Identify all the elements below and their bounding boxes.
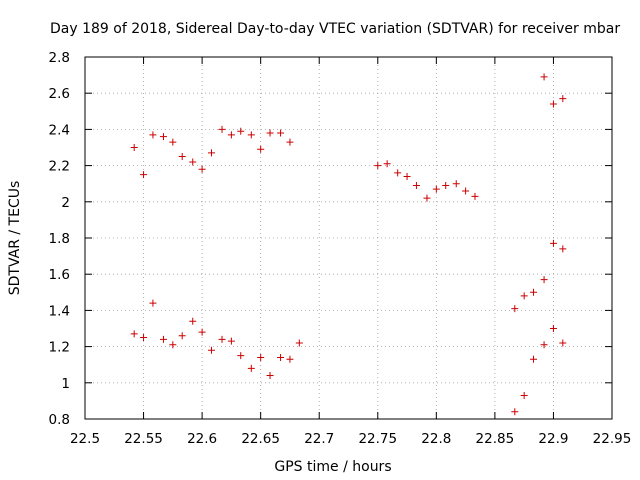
data-point	[218, 335, 226, 343]
axis-ticks	[84, 56, 613, 420]
data-point	[130, 144, 138, 151]
grid-lines	[84, 56, 613, 420]
data-point	[257, 353, 265, 361]
y-tick-label: 1.2	[49, 340, 70, 356]
data-point	[549, 239, 557, 247]
data-point	[286, 355, 294, 363]
y-tick-label: 2.6	[49, 86, 70, 102]
data-point	[549, 100, 557, 108]
data-point	[140, 334, 148, 342]
y-tick-label: 1	[61, 376, 70, 392]
data-point	[159, 335, 167, 343]
data-point	[403, 172, 411, 180]
data-point	[140, 171, 148, 179]
x-tick-label: 22.6	[187, 431, 217, 447]
x-tick-label: 22.7	[304, 431, 334, 447]
data-point	[277, 129, 285, 137]
y-tick-label: 2.4	[49, 122, 70, 138]
data-point	[295, 339, 303, 347]
tick-labels: 22.5 22.55 22.6 22.65 22.7 22.75 22.8 22.85 22.9…	[49, 50, 632, 447]
x-tick-label: 22.8	[421, 431, 451, 447]
series-middle-arc	[374, 160, 479, 202]
data-point	[559, 339, 567, 347]
data-point	[520, 391, 528, 399]
chart-title: Day 189 of 2018, Sidereal Day-to-day VTE…	[50, 21, 620, 37]
data-point	[452, 180, 460, 188]
data-point	[237, 127, 245, 135]
data-point	[286, 138, 294, 146]
y-tick-label: 1.8	[49, 231, 70, 247]
data-point	[266, 129, 274, 137]
x-tick-label: 22.95	[593, 431, 632, 447]
y-tick-label: 2	[61, 195, 70, 211]
series-upper-arc-1	[130, 125, 294, 179]
x-tick-label: 22.65	[241, 431, 280, 447]
data-point	[432, 185, 440, 193]
data-point	[549, 325, 557, 332]
y-tick-label: 0.8	[49, 412, 70, 428]
data-point	[374, 162, 382, 170]
data-point	[227, 337, 235, 345]
data-point	[169, 138, 177, 146]
data-point	[149, 299, 157, 307]
x-axis-label: GPS time / hours	[274, 459, 391, 475]
data-point	[207, 346, 215, 354]
data-point	[394, 169, 402, 177]
y-axis-label: SDTVAR / TECUs	[7, 181, 23, 296]
y-tick-label: 2.2	[49, 159, 70, 175]
x-tick-label: 22.55	[124, 431, 163, 447]
data-point	[130, 330, 138, 338]
data-points	[130, 73, 567, 416]
data-point	[218, 125, 226, 133]
data-point	[412, 182, 420, 190]
data-point	[178, 332, 186, 340]
x-tick-label: 22.75	[358, 431, 397, 447]
data-point	[189, 158, 197, 166]
data-point	[207, 149, 215, 157]
x-tick-label: 22.85	[476, 431, 515, 447]
data-point	[169, 341, 177, 349]
data-point	[511, 305, 519, 313]
data-point	[442, 182, 450, 190]
data-point	[540, 341, 548, 349]
data-point	[530, 355, 538, 363]
data-point	[247, 364, 255, 372]
series-lower-arc-1	[130, 299, 303, 380]
series-rising-arc	[511, 73, 567, 416]
data-point	[178, 153, 186, 161]
data-point	[277, 353, 285, 361]
y-tick-label: 2.8	[49, 50, 70, 66]
data-point	[511, 408, 519, 416]
data-point	[471, 192, 479, 200]
data-point	[159, 133, 167, 141]
data-point	[530, 288, 538, 296]
data-point	[540, 73, 548, 81]
data-point	[198, 328, 206, 336]
data-point	[257, 145, 265, 153]
data-point	[520, 292, 528, 300]
data-point	[462, 187, 470, 195]
data-point	[559, 95, 567, 103]
data-point	[247, 131, 255, 139]
data-point	[423, 194, 431, 202]
y-tick-label: 1.4	[49, 303, 70, 319]
data-point	[237, 352, 245, 360]
data-point	[149, 131, 157, 139]
data-point	[559, 245, 567, 253]
data-point	[266, 372, 274, 380]
x-tick-label: 22.9	[538, 431, 568, 447]
x-tick-label: 22.5	[70, 431, 100, 447]
data-point	[227, 131, 235, 139]
data-point	[198, 165, 206, 173]
y-tick-label: 1.6	[49, 267, 70, 283]
data-point	[383, 160, 391, 168]
plot-frame	[84, 56, 613, 420]
data-point	[189, 317, 197, 325]
data-point	[540, 276, 548, 284]
